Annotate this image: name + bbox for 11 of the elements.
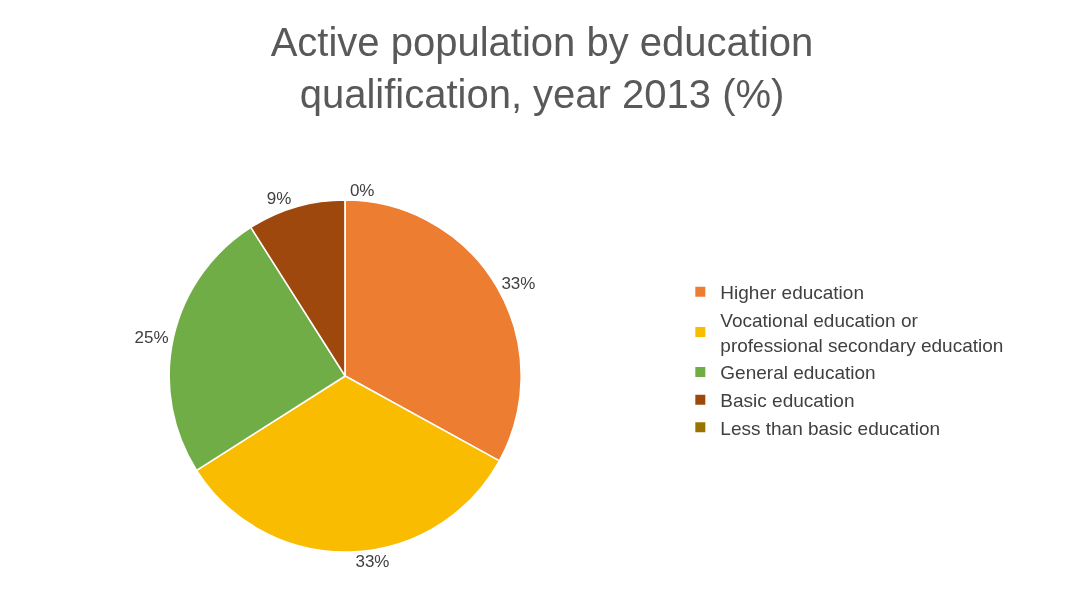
legend-label: Basic education (720, 390, 855, 412)
data-label: 33% (501, 274, 536, 294)
text: 0% (349, 181, 375, 200)
legend-label: Vocational education or professional secondary education (720, 309, 1004, 356)
data-label: 25% (134, 327, 169, 347)
legend-label: General education (720, 362, 876, 384)
legend-label: Less than basic education (720, 417, 941, 439)
legend-label: Higher education (720, 282, 864, 304)
chart-title: Active population by education qualification, year 2013 (%) (270, 20, 814, 117)
data-label: 9% (266, 188, 292, 208)
data-label: 33% (355, 551, 390, 571)
